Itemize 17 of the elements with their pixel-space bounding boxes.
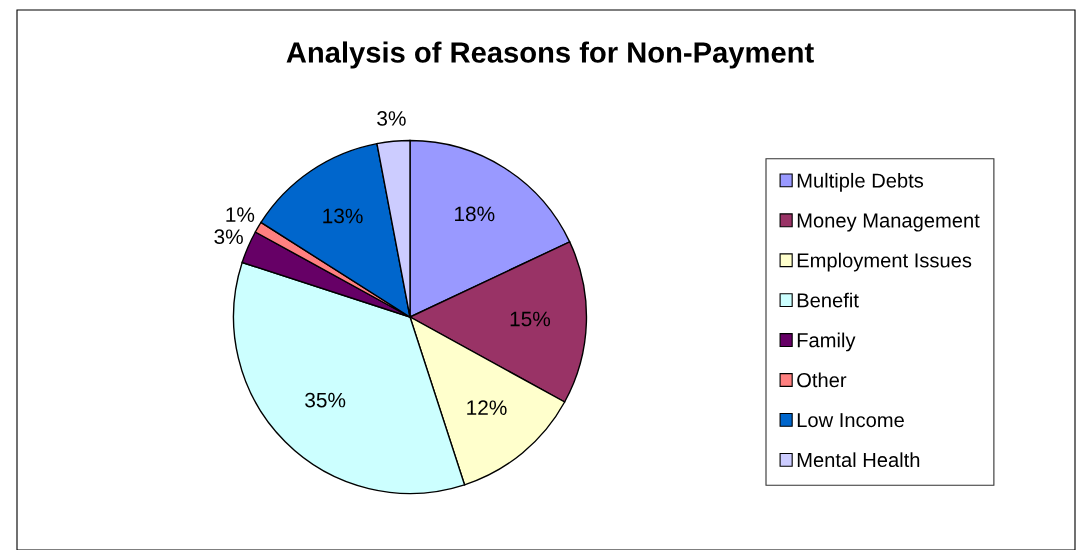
legend-label: Mental Health bbox=[797, 452, 920, 468]
legend-label: Employment Issues bbox=[797, 252, 972, 272]
data-label: 13% bbox=[323, 208, 363, 224]
data-label: 12% bbox=[467, 400, 507, 415]
data-label: 3% bbox=[377, 111, 406, 126]
legend-label: Money Management bbox=[797, 213, 980, 232]
chart-title: Analysis of Reasons for Non-Payment bbox=[286, 41, 814, 69]
legend-label: Other bbox=[797, 372, 847, 388]
data-label: 15% bbox=[510, 311, 551, 327]
data-label: 35% bbox=[305, 392, 346, 408]
legend-label: Low Income bbox=[797, 413, 904, 428]
legend-label: Benefit bbox=[797, 292, 859, 308]
data-label: 18% bbox=[455, 206, 495, 222]
data-label: 1% bbox=[226, 207, 255, 222]
legend-label: Multiple Debts bbox=[797, 172, 924, 192]
data-label: 3% bbox=[214, 229, 243, 245]
legend-label: Family bbox=[797, 332, 856, 352]
